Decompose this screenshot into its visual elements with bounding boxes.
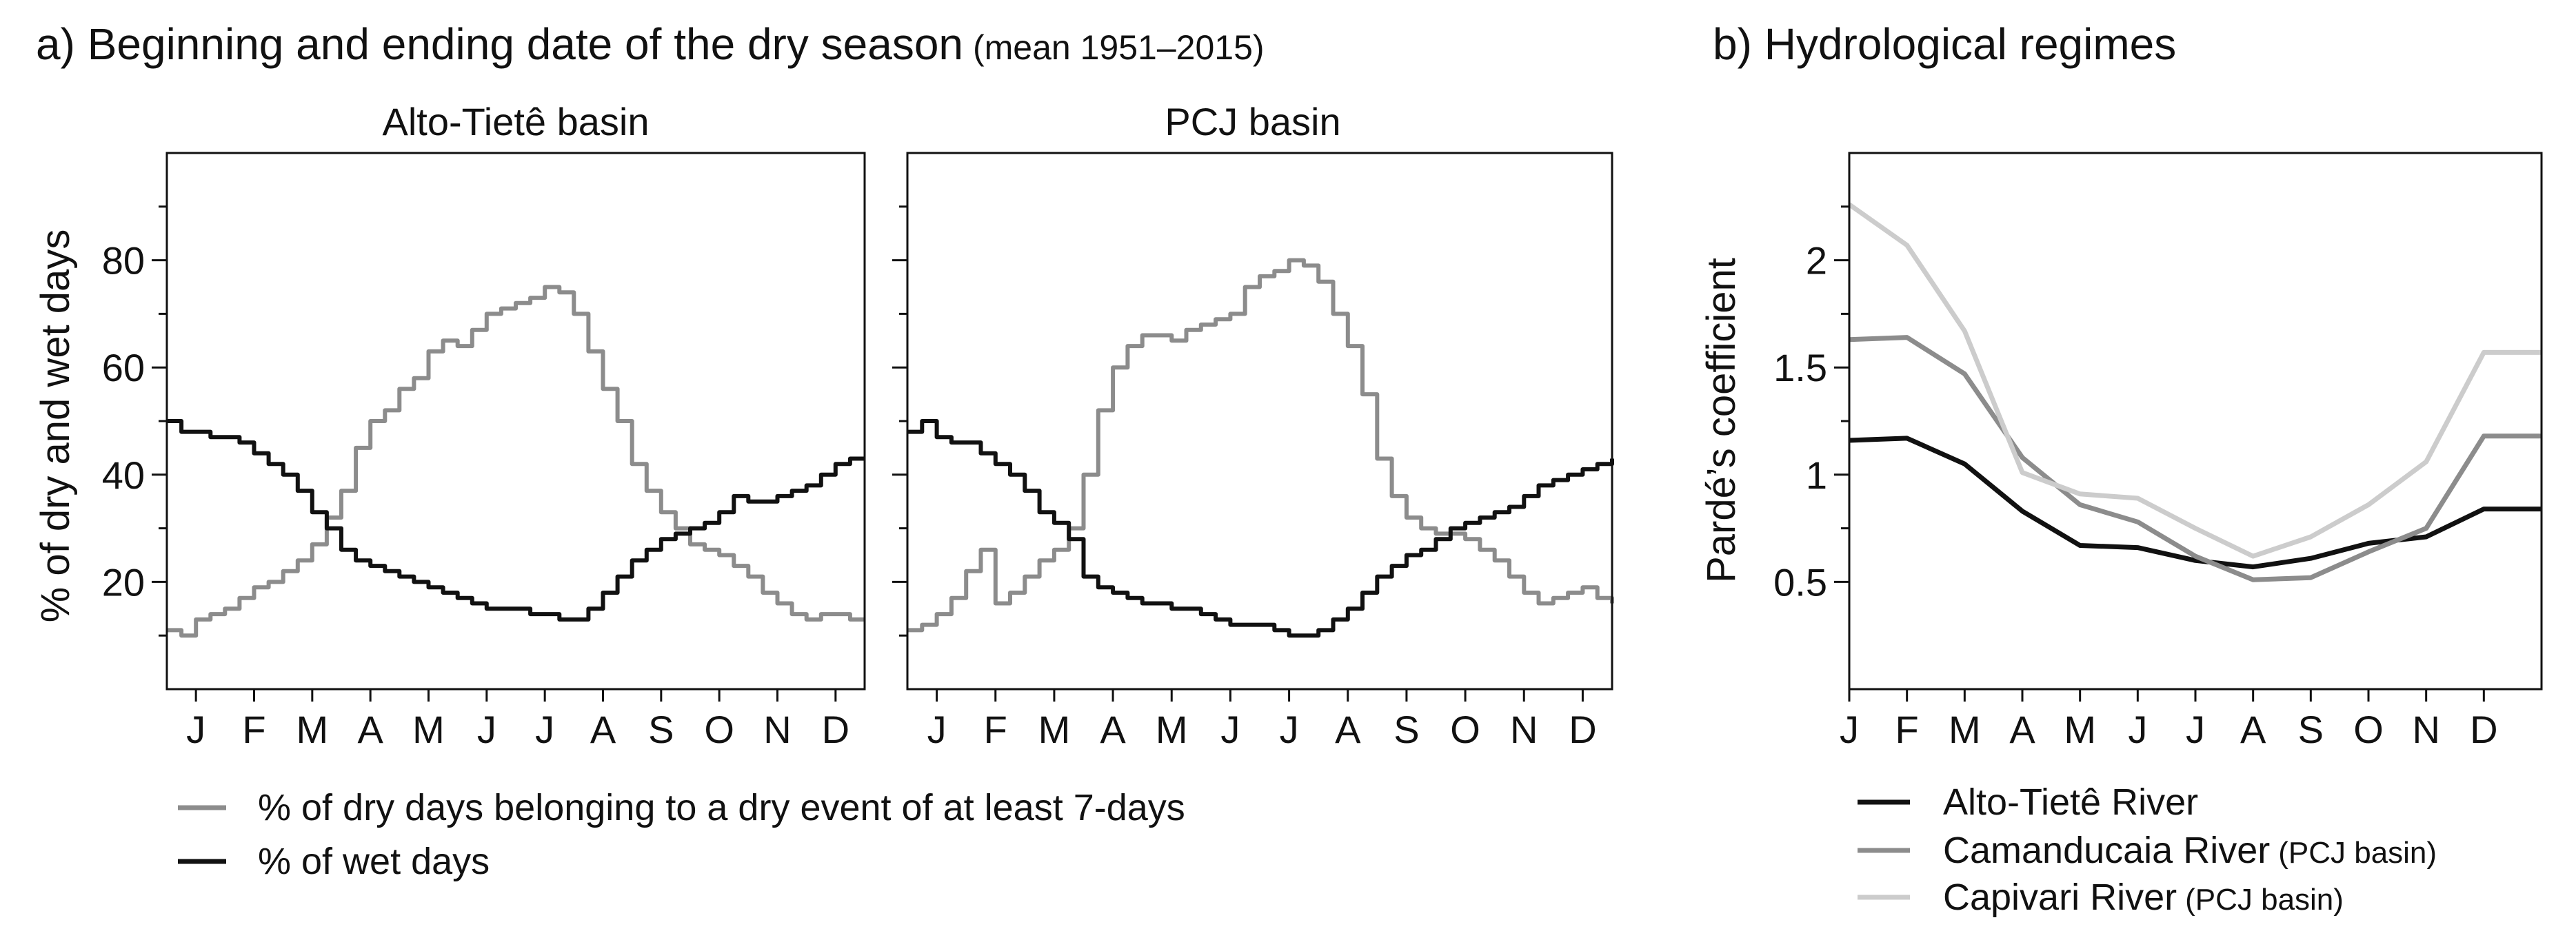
y-tick-label: 80 (102, 239, 145, 283)
x-tick-label: M (412, 708, 445, 751)
panel-a-title: a) Beginning and ending date of the dry … (36, 19, 1265, 69)
panel-b-title: b) Hydrological regimes (1713, 19, 2176, 69)
x-tick-label: J (927, 708, 947, 751)
x-tick-label: J (1220, 708, 1240, 751)
panel-a-ylabel: % of dry and wet days (33, 229, 78, 623)
x-tick-label: S (2298, 708, 2324, 751)
x-tick-label: J (1280, 708, 1299, 751)
x-tick-label: A (590, 708, 616, 751)
legend-name-capivari-river: Capivari River (1943, 877, 2177, 918)
legend-name-alto-tiete-river: Alto-Tietê River (1943, 781, 2198, 823)
x-tick-label: F (1895, 708, 1919, 751)
series-of-wet-days (907, 419, 1614, 638)
panel-a-title-main: a) Beginning and ending date of the dry … (36, 19, 963, 69)
plot-frame (906, 152, 1613, 691)
series-of-dry-days-belonging-to-a-dry-event-of-at-least-7-days (907, 258, 1614, 633)
series-camanducaia-river (1849, 335, 2542, 582)
x-tick-label: A (1100, 708, 1126, 751)
x-tick-label: J (2128, 708, 2147, 751)
x-tick-label: J (477, 708, 496, 751)
subplot-title-pcj: PCJ basin (1165, 100, 1340, 143)
x-tick-label: A (2240, 708, 2266, 751)
x-tick-label: S (1393, 708, 1419, 751)
x-tick-label: A (357, 708, 383, 751)
x-tick-label: O (704, 708, 734, 751)
y-tick-label: 20 (102, 560, 145, 604)
legend-name-camanducaia-river: Camanducaia River (1943, 830, 2270, 871)
x-tick-label: N (2412, 708, 2439, 751)
y-tick-label: 40 (102, 453, 145, 497)
x-tick-label: D (822, 708, 849, 751)
legend-note-camanducaia-river: (PCJ basin) (2278, 836, 2437, 870)
legend-label-camanducaia-river: Camanducaia River (PCJ basin) (1943, 830, 2437, 871)
series-of-wet-days (167, 419, 865, 622)
panel-b-ylabel: Pardé’s coefficient (1699, 258, 1744, 583)
y-tick-label: 1 (1806, 453, 1827, 497)
x-tick-label: M (1156, 708, 1188, 751)
legend-panel-b: Alto-Tietê River Camanducaia River (PCJ b… (1858, 781, 2437, 918)
x-tick-label: A (2009, 708, 2035, 751)
series-of-dry-days-belonging-to-a-dry-event-of-at-least-7-days (167, 285, 865, 638)
plot-frame (1848, 152, 2543, 691)
series-capivari-river (1847, 202, 2542, 559)
legend-note-capivari-river: (PCJ basin) (2185, 883, 2344, 917)
y-tick-label: 60 (102, 346, 145, 389)
legend-label-capivari-river: Capivari River (PCJ basin) (1943, 877, 2344, 918)
x-tick-label: J (186, 708, 205, 751)
x-tick-label: F (984, 708, 1007, 751)
x-tick-label: O (1450, 708, 1480, 751)
hydrological-regimes-plot: 0.511.52J F M A M J J A S O N D (1773, 152, 2543, 751)
y-tick-label: 1.5 (1773, 346, 1827, 389)
x-tick-label: D (2470, 708, 2497, 751)
x-tick-label: M (296, 708, 329, 751)
panel-a-title-note: (mean 1951–2015) (973, 28, 1265, 67)
x-tick-label: M (1038, 708, 1071, 751)
x-tick-label: N (763, 708, 791, 751)
x-tick-label: N (1510, 708, 1538, 751)
y-tick-label: 2 (1806, 239, 1827, 283)
x-tick-label: D (1569, 708, 1596, 751)
x-tick-label: A (1335, 708, 1361, 751)
x-tick-label: J (1840, 708, 1859, 751)
x-tick-label: O (2353, 708, 2384, 751)
legend-label-wet: % of wet days (258, 841, 490, 882)
legend-panel-a: % of dry days belonging to a dry event o… (178, 787, 1185, 882)
legend-label-alto-tiete-river: Alto-Tietê River (1943, 781, 2198, 823)
x-tick-label: M (2064, 708, 2096, 751)
x-tick-label: J (2186, 708, 2205, 751)
series-alto-tiet-river (1849, 436, 2542, 570)
y-tick-label: 0.5 (1773, 560, 1827, 604)
x-tick-label: M (1949, 708, 1981, 751)
x-tick-label: F (242, 708, 265, 751)
x-tick-label: S (648, 708, 674, 751)
legend-label-dry: % of dry days belonging to a dry event o… (258, 787, 1185, 828)
subplot-title-alto-tiete: Alto-Tietê basin (383, 100, 650, 143)
x-tick-label: J (535, 708, 554, 751)
